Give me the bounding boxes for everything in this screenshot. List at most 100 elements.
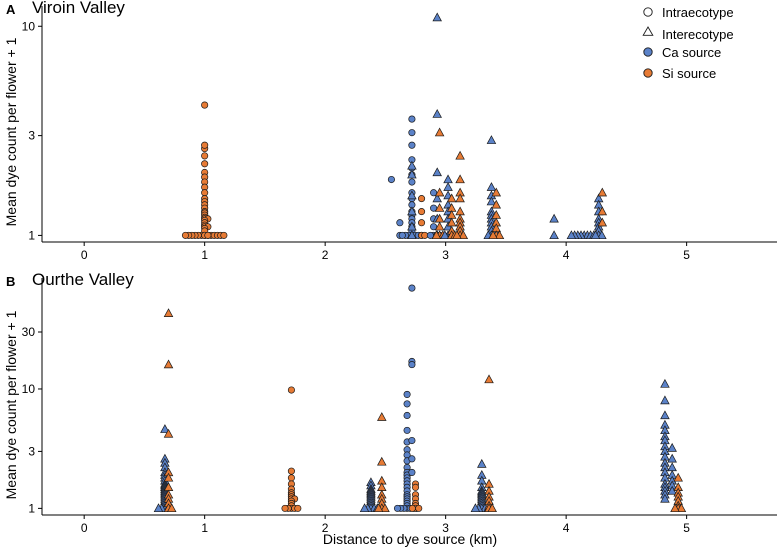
legend-label-si-source: Si source [662, 66, 716, 81]
panel-a-point [407, 169, 417, 179]
panel-a-letter: A [6, 2, 16, 17]
panel-a-point [407, 190, 417, 200]
panel-a-x-tick-label: 1 [201, 248, 208, 262]
panel-b-point [660, 410, 670, 420]
panel-b-y-tick-label: 30 [22, 325, 36, 339]
panel-b-point [660, 395, 670, 405]
panel-b-point [287, 467, 295, 475]
panel-a-point [443, 182, 453, 191]
panel-a-x-tick-label: 2 [322, 248, 329, 262]
panel-a-point [407, 221, 417, 231]
legend-item-interecotype: Interecotype [642, 26, 734, 42]
panel-a-points [181, 12, 608, 240]
panel-b-point [667, 462, 677, 472]
panel-a: A Viroin Valley Mean dye count per flowe… [3, 0, 777, 262]
panel-b-point [667, 453, 677, 463]
panel-a-point [201, 160, 209, 168]
panel-b-point [287, 386, 295, 394]
panel-b-y-tick-label: 1 [28, 501, 35, 515]
panel-a-point [486, 135, 497, 144]
panel-a-point [440, 230, 450, 240]
panel-b-point [667, 442, 677, 452]
panel-a-point [597, 206, 608, 216]
panel-a-point [549, 213, 559, 223]
panel-a-x-tick-label: 4 [563, 248, 570, 262]
panel-b-point [294, 504, 302, 512]
panel-a-point [201, 101, 209, 109]
panel-a-point [443, 174, 453, 184]
panel-a-point [597, 230, 607, 240]
panel-a-point [201, 152, 209, 160]
panel-a-point [458, 230, 469, 240]
panel-b-point [676, 503, 687, 513]
panel-b-point [359, 503, 370, 513]
panel-a-point [417, 208, 426, 216]
panel-a-point [408, 141, 416, 149]
panel-a-x-tick-label: 5 [683, 248, 690, 262]
panel-a-point [181, 231, 190, 239]
panel-a-point [494, 230, 505, 240]
legend-item-si-source: Si source [643, 66, 716, 81]
legend: Intraecotype Interecotype Ca source Si s… [642, 5, 734, 81]
panel-b-point [153, 503, 164, 513]
panel-a-point [417, 195, 426, 203]
panel-b-point [660, 493, 670, 503]
panel-a-point [452, 230, 462, 240]
panel-b-point [287, 474, 295, 482]
panel-a-point [430, 204, 438, 212]
panel-b-point [160, 424, 170, 433]
panel-b-point [377, 412, 387, 421]
panel-a-point [455, 193, 465, 203]
panel-a-point [431, 230, 442, 240]
panel-a-point [434, 187, 445, 197]
panel-a-point [387, 175, 395, 184]
panel-b-point [408, 455, 416, 463]
panel-b-point [408, 468, 416, 476]
panel-b-point [484, 374, 494, 384]
panel-b-y-tick-label: 10 [22, 382, 36, 396]
panel-b-point [470, 503, 481, 513]
panel-a-y-tick-label: 1 [28, 228, 35, 242]
panel-b-x-tick-label: 3 [442, 521, 449, 535]
panel-a-point [488, 230, 498, 240]
panel-b-y-tick-label: 3 [28, 444, 35, 458]
panel-b-point [380, 503, 390, 513]
panel-b-point [393, 504, 402, 512]
panel-b-point [403, 390, 411, 398]
panel-a-point [432, 167, 442, 177]
panel-b-point [403, 426, 411, 434]
panel-b-point [408, 436, 416, 445]
panel-a-x-tick-label: 3 [442, 248, 449, 262]
x-axis-label: Distance to dye source (km) [323, 531, 497, 547]
panel-a-point [430, 223, 438, 231]
panel-a-point [597, 187, 608, 197]
panel-a-point [491, 187, 502, 197]
panel-a-point [432, 12, 442, 22]
panel-a-y-tick-label: 3 [28, 129, 35, 143]
panel-a-point [430, 189, 438, 197]
panel-b-point [163, 308, 174, 317]
panel-a-point [597, 217, 608, 227]
panel-b-point [477, 458, 487, 468]
panel-b-point [670, 503, 680, 513]
panel-a-point [408, 178, 416, 186]
panel-a-y-tick-label: 10 [22, 19, 36, 33]
panel-a-point [407, 206, 417, 216]
panel-a-point [396, 219, 404, 227]
panel-a-point [408, 129, 416, 137]
panel-b-point [403, 411, 411, 420]
panel-b-point [408, 284, 416, 292]
panel-b-point [166, 503, 177, 513]
panel-b-letter: B [6, 274, 15, 289]
panel-b-point [408, 361, 416, 369]
panel-a-point [486, 196, 497, 206]
panel-b-point [673, 472, 683, 482]
panel-b-point [281, 504, 289, 512]
panel-a-title: Viroin Valley [32, 0, 125, 17]
panel-a-point [407, 160, 417, 170]
panel-b-point [163, 472, 174, 482]
panel-a-point [204, 231, 212, 239]
panel-b-point [411, 483, 420, 491]
panel-b-point [487, 503, 497, 513]
panel-a-point [201, 141, 209, 149]
